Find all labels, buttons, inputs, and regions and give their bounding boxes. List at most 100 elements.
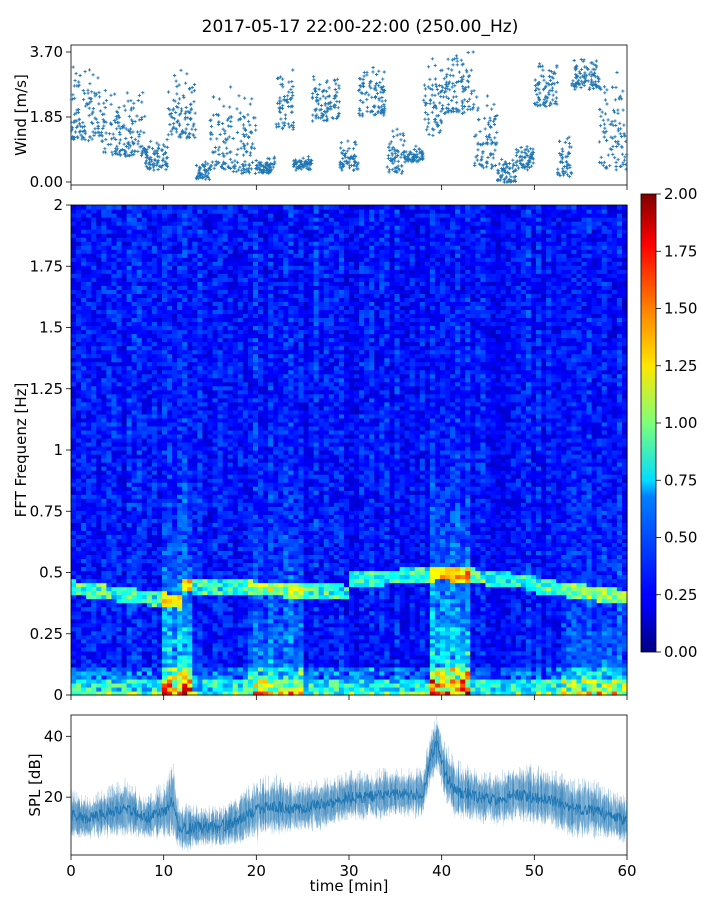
spectrogram-cell <box>111 341 118 347</box>
spectrogram-cell <box>187 357 193 363</box>
wind-point <box>127 141 131 145</box>
spectrogram-cell <box>167 538 173 543</box>
spectrogram-cell <box>156 570 163 576</box>
wind-point <box>109 122 113 127</box>
spectrogram-cell <box>91 261 97 266</box>
spectrogram-cell <box>167 293 173 298</box>
spectrogram-cell <box>167 494 173 499</box>
spectrogram-cell <box>71 413 77 419</box>
spectrogram-cell <box>136 353 143 359</box>
wind-point <box>133 120 137 124</box>
spectrogram-cell <box>167 333 173 339</box>
spectrogram-cell <box>172 377 178 383</box>
spectrogram-cell <box>101 510 107 515</box>
spectrogram-cell <box>96 229 102 234</box>
spectrogram-cell <box>131 610 138 616</box>
spectrogram-cell <box>146 265 153 270</box>
spectrogram-cell <box>177 522 183 527</box>
wind-point <box>182 95 186 100</box>
spectrogram-cell <box>151 297 158 302</box>
spectrogram-cell <box>161 678 168 684</box>
spectrogram-cell <box>101 385 107 391</box>
spectrogram-cell <box>192 429 198 435</box>
spectrogram-cell <box>106 345 113 351</box>
spectrogram-cell <box>71 325 77 331</box>
spectrogram-cell <box>116 686 123 692</box>
spectrogram-cell <box>116 514 123 519</box>
spectrogram-cell <box>81 365 87 371</box>
spectrogram-cell <box>101 622 107 628</box>
spectrogram-cell <box>141 277 148 282</box>
spectrogram-cell <box>182 682 188 688</box>
spectrogram-cell <box>187 646 193 652</box>
wind-point <box>261 167 265 171</box>
spectrogram-cell <box>126 678 133 684</box>
spectrogram-cell <box>116 373 123 379</box>
spectrogram-cell <box>126 369 133 375</box>
spectrogram-cell <box>96 209 102 214</box>
spectrogram-cell <box>141 502 148 507</box>
wind-point <box>194 128 198 132</box>
spectrogram-cell <box>116 654 123 660</box>
spectrogram-cell <box>161 630 168 636</box>
spectrogram-cell <box>91 466 97 471</box>
spectrogram-cell <box>182 630 188 636</box>
spectrogram-cell <box>86 618 92 624</box>
spectrogram-cell <box>126 586 133 592</box>
spectrogram-cell <box>96 538 102 543</box>
spectrogram-cell <box>172 393 178 399</box>
spectrogram-cell <box>136 285 143 290</box>
spectrogram-cell <box>116 470 123 475</box>
spectrogram-cell <box>116 289 123 294</box>
spectrogram-cell <box>121 349 128 355</box>
spectrogram-cell <box>151 478 158 483</box>
spectrogram-cell <box>76 313 82 319</box>
spectrogram-cell <box>141 217 148 222</box>
spectrogram-cell <box>71 309 77 315</box>
spectrogram-cell <box>182 357 188 363</box>
spectrogram-cell <box>172 217 178 222</box>
spectrogram-cell <box>172 265 178 270</box>
spectrogram-cell <box>151 409 158 415</box>
spectrogram-cell <box>106 550 113 556</box>
wind-point <box>241 153 246 157</box>
spectrogram-cell <box>192 285 198 290</box>
spectrogram-cell <box>167 606 173 612</box>
spectrogram-cell <box>187 506 193 511</box>
spectrogram-cell <box>177 213 183 218</box>
wind-point <box>281 104 285 108</box>
spectrogram-cell <box>192 622 198 628</box>
spectrogram-cell <box>167 325 173 331</box>
spectrogram-cell <box>91 245 97 250</box>
wind-point <box>70 125 74 129</box>
spectrogram-cell <box>101 217 107 222</box>
spectrogram-cell <box>126 365 133 371</box>
wind-point <box>208 132 213 136</box>
spectrogram-cell <box>116 405 123 411</box>
spectrogram-cell <box>116 345 123 351</box>
spectrogram-cell <box>156 546 163 552</box>
spectrogram-cell <box>101 606 107 612</box>
spectrogram-cell <box>131 381 138 387</box>
spectrogram-cell <box>182 237 188 242</box>
spectrogram-cell <box>81 337 87 343</box>
spectrogram-cell <box>151 309 158 315</box>
spectrogram-cell <box>167 437 173 443</box>
spectrogram-cell <box>167 470 173 475</box>
wind-point <box>168 112 172 116</box>
spectrogram-cell <box>187 349 193 355</box>
spectrogram-cell <box>71 670 77 676</box>
wind-point <box>73 79 77 83</box>
spectrogram-cell <box>182 642 188 648</box>
spectrogram-cell <box>121 646 128 652</box>
spectrogram-cell <box>182 538 188 543</box>
spectrogram-cell <box>172 610 178 616</box>
spectrogram-cell <box>136 365 143 371</box>
spectrogram-cell <box>96 265 102 270</box>
spectrogram-cell <box>182 454 188 459</box>
spectrogram-cell <box>121 293 128 298</box>
spectrogram-cell <box>161 638 168 644</box>
spectrogram-cell <box>177 369 183 375</box>
spectrogram-cell <box>172 634 178 640</box>
spectrogram-cell <box>172 490 178 495</box>
